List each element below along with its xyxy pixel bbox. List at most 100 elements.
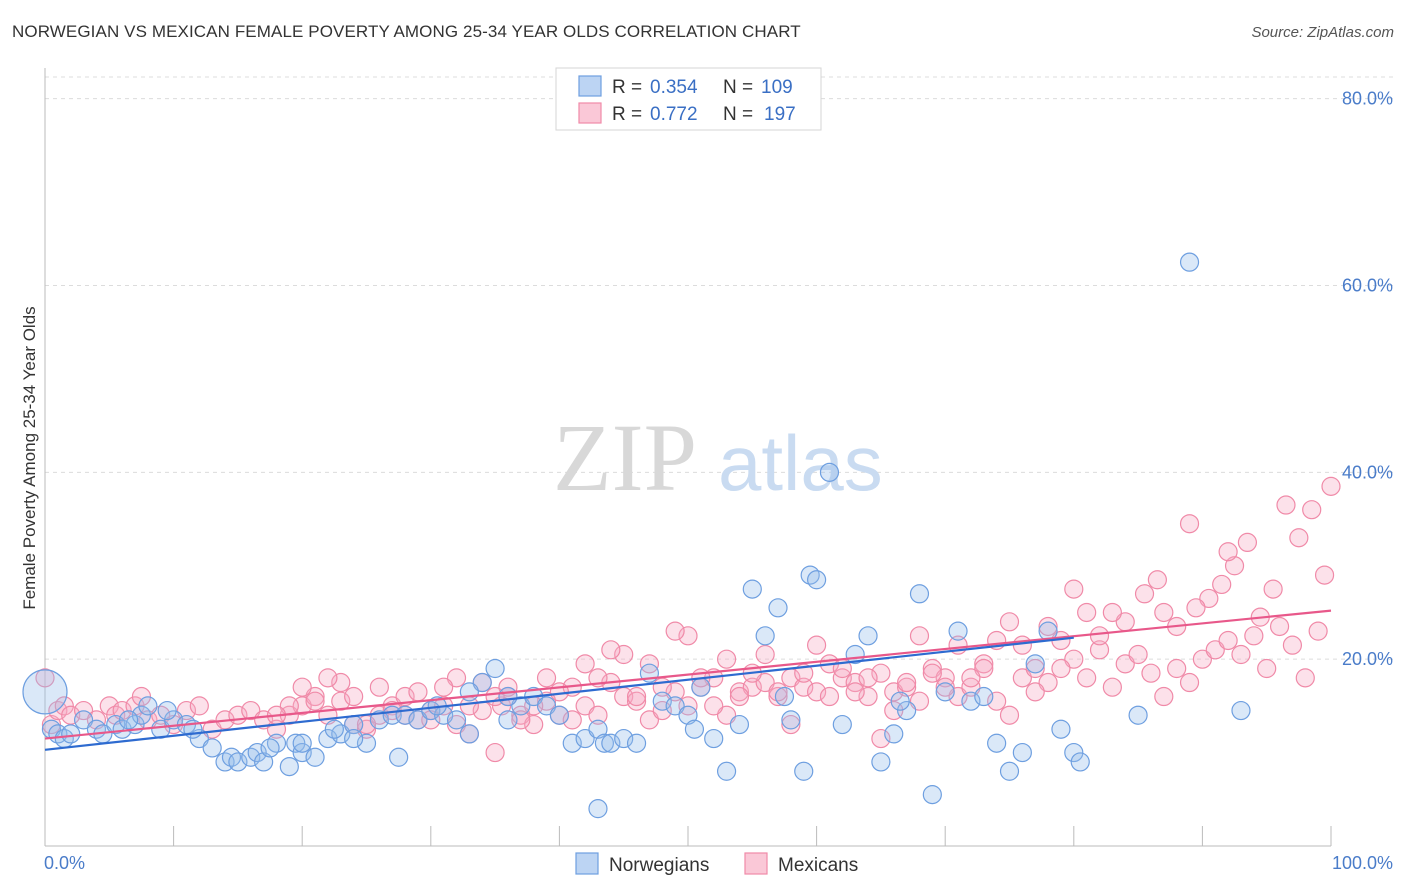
norwegians-point bbox=[1012, 742, 1032, 763]
norwegians-trend-line bbox=[44, 636, 1074, 751]
norwegians-point bbox=[774, 686, 795, 707]
norwegians-point bbox=[318, 728, 338, 749]
mexicans-point bbox=[369, 677, 389, 697]
norwegians-point bbox=[1025, 654, 1045, 674]
mexicans-point bbox=[716, 705, 737, 725]
mexicans-point bbox=[331, 672, 351, 693]
mexicans-point bbox=[922, 658, 942, 679]
mexicans-point bbox=[549, 682, 570, 702]
norwegians-point bbox=[279, 756, 299, 777]
norwegians-point bbox=[202, 738, 222, 758]
norwegians-point bbox=[344, 728, 364, 749]
mexicans-point bbox=[1077, 602, 1097, 623]
norwegians-point bbox=[858, 626, 878, 646]
norwegians-point bbox=[254, 752, 274, 772]
norwegians-point bbox=[665, 696, 685, 716]
mexicans-point bbox=[112, 700, 132, 721]
mexicans-point bbox=[202, 719, 222, 739]
norwegians-point bbox=[716, 761, 737, 781]
mexicans-point bbox=[241, 700, 261, 721]
mexicans-point bbox=[665, 621, 685, 641]
mexicans-point bbox=[729, 686, 750, 707]
norwegians-point bbox=[61, 724, 81, 744]
mexicans-point bbox=[1089, 626, 1110, 646]
y-axis-label: Female Poverty Among 25-34 Year Olds bbox=[20, 306, 39, 609]
mexicans-point bbox=[1199, 588, 1219, 609]
mexicans-point bbox=[884, 682, 904, 702]
x-tick-label-min: 0.0% bbox=[44, 853, 85, 873]
mexicans-point bbox=[408, 682, 428, 702]
norwegians-point bbox=[498, 686, 518, 707]
norwegians-point bbox=[588, 719, 608, 739]
norwegians-point bbox=[678, 705, 698, 725]
norwegians-point bbox=[369, 710, 389, 730]
chart-title: NORWEGIAN VS MEXICAN FEMALE POVERTY AMON… bbox=[12, 22, 801, 41]
mexicans-point bbox=[1038, 616, 1058, 637]
norwegians-point bbox=[138, 696, 158, 716]
mexicans-point bbox=[755, 644, 775, 665]
mexicans-point bbox=[1257, 658, 1277, 679]
norwegians-point bbox=[909, 584, 930, 604]
mexicans-point bbox=[524, 714, 544, 735]
bottom-legend-swatch-mexicans bbox=[744, 852, 768, 875]
norwegians-point bbox=[1064, 742, 1084, 763]
norwegians-point bbox=[999, 761, 1020, 781]
mexicans-point bbox=[1218, 630, 1238, 651]
mexicans-point bbox=[665, 682, 685, 702]
norwegians-point bbox=[459, 682, 479, 702]
norwegians-point bbox=[131, 705, 152, 725]
y-tick-labels: 20.0% 40.0% 60.0% 80.0% bbox=[1342, 89, 1393, 669]
y-tick-label: 80.0% bbox=[1342, 89, 1393, 109]
mexicans-point bbox=[1269, 616, 1290, 637]
mexicans-point bbox=[1064, 579, 1084, 599]
mexicans-point bbox=[575, 654, 595, 674]
mexicans-point bbox=[974, 654, 994, 674]
legend-r-value-1: 0.354 bbox=[650, 77, 698, 98]
norwegians-point bbox=[684, 719, 705, 739]
mexicans-point bbox=[1038, 672, 1058, 693]
y-tick-label: 40.0% bbox=[1342, 462, 1393, 482]
mexicans-point bbox=[935, 677, 955, 697]
mexicans-point bbox=[1141, 663, 1161, 683]
norwegians-point bbox=[1070, 752, 1090, 772]
mexicans-point bbox=[1128, 644, 1148, 665]
bottom-legend-mexicans: Mexicans bbox=[778, 855, 858, 876]
norwegians-point bbox=[948, 621, 968, 641]
mexicans-point bbox=[1154, 686, 1174, 707]
mexicans-point bbox=[588, 705, 608, 725]
mexicans-point bbox=[356, 719, 377, 739]
mexicans-point bbox=[1276, 495, 1296, 515]
watermark-atlas: atlas bbox=[718, 419, 883, 507]
mexicans-point bbox=[1179, 514, 1200, 534]
norwegians-point bbox=[884, 724, 904, 744]
norwegians-point bbox=[305, 747, 325, 767]
norwegians-point bbox=[626, 733, 647, 753]
mexicans-point bbox=[61, 705, 81, 725]
mexicans-point bbox=[1212, 574, 1232, 595]
mexicans-point bbox=[948, 686, 968, 707]
x-tick-label-max: 100.0% bbox=[1332, 853, 1393, 873]
norwegians-point bbox=[704, 728, 724, 749]
mexicans-point bbox=[1077, 668, 1097, 688]
norwegians-point bbox=[1179, 252, 1200, 272]
mexicans-point bbox=[1102, 602, 1122, 623]
mexicans-point bbox=[446, 714, 467, 735]
mexicans-point bbox=[1147, 570, 1167, 590]
norwegians-point bbox=[22, 669, 68, 715]
mexicans-point bbox=[999, 705, 1020, 725]
norwegians-point bbox=[536, 696, 557, 716]
mexicans-point bbox=[1237, 532, 1258, 553]
source-credit: Source: ZipAtlas.com bbox=[1251, 24, 1394, 41]
mexicans-point bbox=[292, 677, 312, 697]
trend-lines bbox=[44, 609, 1332, 751]
mexicans-point bbox=[54, 696, 74, 716]
norwegians-point bbox=[729, 714, 750, 735]
mexicans-point bbox=[897, 672, 917, 693]
mexicans-point bbox=[614, 644, 634, 665]
mexicans-point bbox=[575, 696, 595, 716]
watermark-zip: ZIP bbox=[553, 404, 697, 511]
mexicans-point bbox=[1218, 542, 1238, 562]
norwegians-point bbox=[1128, 705, 1148, 725]
mexicans-point bbox=[909, 691, 930, 711]
norwegians-point bbox=[890, 691, 910, 711]
